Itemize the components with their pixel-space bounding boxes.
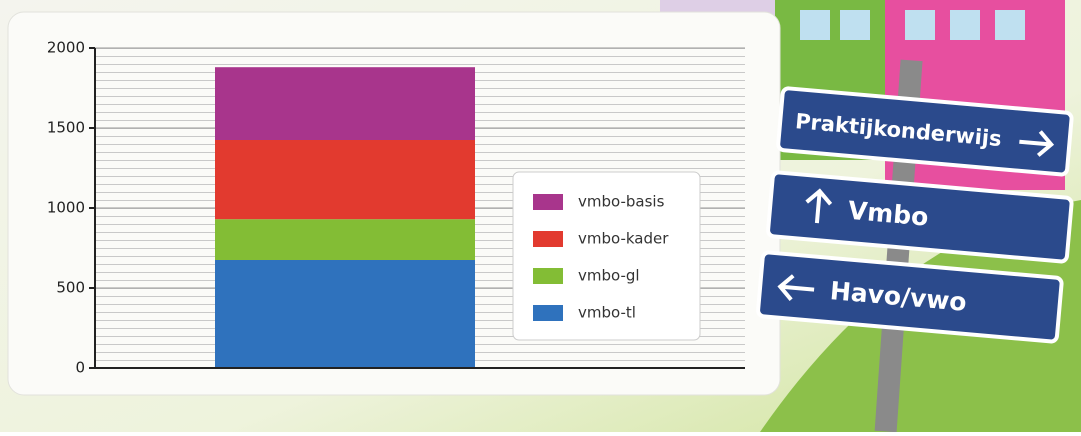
bar-segment <box>215 140 475 220</box>
legend-label: vmbo-gl <box>578 267 640 285</box>
y-tick-label: 500 <box>56 279 85 297</box>
y-tick-label: 1000 <box>47 199 85 217</box>
legend-label: vmbo-kader <box>578 230 669 248</box>
legend-swatch <box>533 305 563 321</box>
y-tick-label: 1500 <box>47 119 85 137</box>
bar-segment <box>215 260 475 368</box>
legend <box>512 171 701 341</box>
y-tick-label: 0 <box>75 359 85 377</box>
y-tick-label: 2000 <box>47 39 85 57</box>
legend-swatch <box>533 231 563 247</box>
legend-swatch <box>533 268 563 284</box>
bar-segment <box>215 219 475 260</box>
sign-text: Vmbo <box>847 196 930 232</box>
legend-label: vmbo-basis <box>578 193 665 211</box>
legend-label: vmbo-tl <box>578 304 636 322</box>
bar-segment <box>215 67 475 140</box>
legend-swatch <box>533 194 563 210</box>
signs: Praktijkonderwijs Vmbo Havo/vwo <box>756 86 1074 344</box>
